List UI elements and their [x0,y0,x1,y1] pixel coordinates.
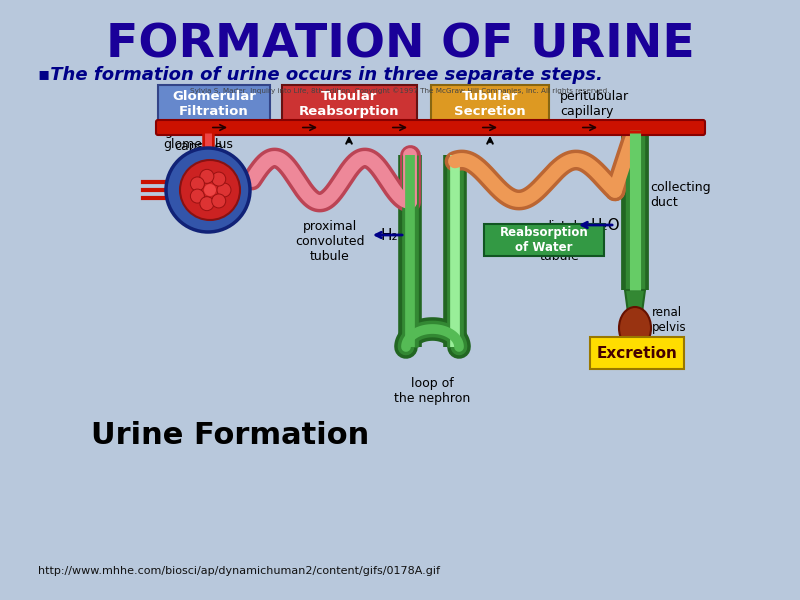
Circle shape [212,194,226,208]
Text: Tubular
Reabsorption: Tubular Reabsorption [298,90,399,118]
Text: Sylvia S. Mader, Inquiry into Life, 8th edition. Copyright ©1997 The McGraw-Hill: Sylvia S. Mader, Inquiry into Life, 8th … [190,88,610,94]
Text: Urine Formation: Urine Formation [91,421,369,449]
FancyBboxPatch shape [282,85,417,123]
Circle shape [190,177,204,191]
Text: Reabsorption
of Water: Reabsorption of Water [500,226,588,254]
Text: distal
convoluted
tubule: distal convoluted tubule [526,220,594,263]
FancyBboxPatch shape [590,337,684,369]
Text: FORMATION OF URINE: FORMATION OF URINE [106,22,694,67]
Circle shape [204,184,216,196]
Circle shape [200,169,214,184]
Text: glomerulus: glomerulus [163,138,233,151]
FancyBboxPatch shape [484,224,604,256]
Text: ▪The formation of urine occurs in three separate steps.: ▪The formation of urine occurs in three … [38,66,603,84]
Text: renal
pelvis: renal pelvis [652,306,686,334]
Text: proximal
convoluted
tubule: proximal convoluted tubule [295,220,365,263]
Text: H₂O: H₂O [380,227,410,242]
Text: Tubular
Secretion: Tubular Secretion [454,90,526,118]
Circle shape [166,148,250,232]
FancyBboxPatch shape [156,120,705,135]
Text: Glomerular
Filtration: Glomerular Filtration [172,90,256,118]
Text: peritubular
capillary: peritubular capillary [560,90,629,118]
Circle shape [217,183,231,197]
Polygon shape [625,290,645,340]
Circle shape [200,197,214,211]
Ellipse shape [619,307,651,349]
Circle shape [190,189,204,203]
Text: loop of
the nephron: loop of the nephron [394,377,470,405]
Circle shape [180,160,240,220]
Circle shape [212,172,226,186]
FancyBboxPatch shape [431,85,549,123]
Text: http://www.mhhe.com/biosci/ap/dynamichuman2/content/gifs/0178A.gif: http://www.mhhe.com/biosci/ap/dynamichum… [38,566,440,576]
Text: Excretion: Excretion [597,346,678,361]
Text: H₂O: H₂O [590,217,620,232]
FancyBboxPatch shape [158,85,270,123]
Text: collecting
duct: collecting duct [650,181,710,209]
Text: glomerular
capsule: glomerular capsule [164,125,232,153]
